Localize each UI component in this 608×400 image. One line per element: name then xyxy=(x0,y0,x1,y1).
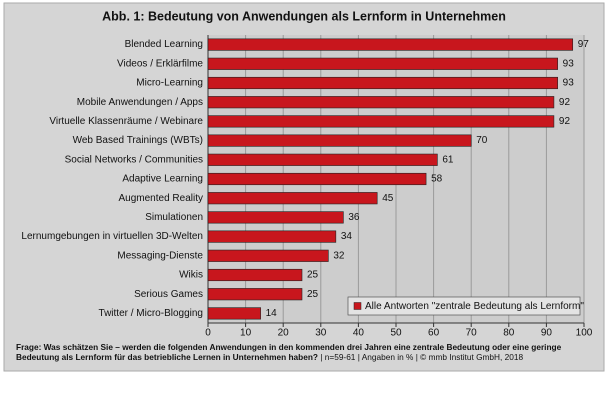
y-tick-label: Messaging-Dienste xyxy=(117,250,203,261)
value-label: 93 xyxy=(563,58,575,69)
y-tick-label: Simulationen xyxy=(145,212,203,223)
value-label: 14 xyxy=(266,308,278,319)
value-label: 92 xyxy=(559,116,571,127)
value-label: 45 xyxy=(382,193,394,204)
value-label: 25 xyxy=(307,270,319,281)
bar xyxy=(207,115,555,128)
value-label: 36 xyxy=(348,212,360,223)
value-label: 58 xyxy=(431,174,443,185)
y-tick-label: Wikis xyxy=(179,270,203,281)
value-label: 32 xyxy=(333,250,345,261)
value-label: 97 xyxy=(578,39,590,50)
value-label: 93 xyxy=(563,78,575,89)
y-tick-label: Twitter / Micro-Blogging xyxy=(99,308,203,319)
bar xyxy=(207,38,574,51)
value-label: 70 xyxy=(476,135,488,146)
value-label: 34 xyxy=(341,231,353,242)
x-tick-label: 30 xyxy=(315,328,327,339)
value-label: 92 xyxy=(559,97,571,108)
bar xyxy=(207,268,303,282)
bar xyxy=(207,96,555,109)
bar xyxy=(207,153,438,166)
chart-title: Abb. 1: Bedeutung von Anwendungen als Le… xyxy=(102,9,506,23)
y-tick-label: Mobile Anwendungen / Apps xyxy=(77,97,203,108)
bar xyxy=(207,211,344,224)
legend-swatch xyxy=(353,302,362,310)
bar xyxy=(207,288,303,301)
y-tick-label: Social Networks / Communities xyxy=(65,154,203,165)
x-tick-label: 70 xyxy=(466,328,478,339)
legend-label: Alle Antworten "zentrale Bedeutung als L… xyxy=(365,301,584,312)
y-tick-label: Web Based Trainings (WBTs) xyxy=(73,135,203,146)
bar xyxy=(207,249,329,262)
value-label: 25 xyxy=(307,289,319,300)
bar xyxy=(207,134,472,147)
bar xyxy=(207,307,261,320)
y-tick-label: Augmented Reality xyxy=(119,193,204,204)
footnote-source: | n=59-61 | Angaben in % | © mmb Institu… xyxy=(320,352,524,362)
x-tick-label: 60 xyxy=(428,328,440,339)
y-tick-label: Blended Learning xyxy=(125,39,203,50)
bar xyxy=(207,192,378,205)
bar xyxy=(207,172,427,186)
y-tick-label: Serious Games xyxy=(134,289,203,300)
bar xyxy=(207,57,558,70)
x-tick-label: 90 xyxy=(541,328,553,339)
bar xyxy=(207,230,337,243)
x-tick-label: 100 xyxy=(576,328,593,339)
x-tick-label: 10 xyxy=(240,328,252,339)
bar xyxy=(207,76,558,90)
value-label: 61 xyxy=(442,154,454,165)
x-tick-label: 0 xyxy=(205,328,211,339)
y-tick-label: Lernumgebungen in virtuellen 3D-Welten xyxy=(21,231,203,242)
x-tick-label: 20 xyxy=(278,328,290,339)
x-tick-label: 50 xyxy=(390,328,402,339)
x-tick-label: 80 xyxy=(503,328,515,339)
y-tick-label: Videos / Erklärfilme xyxy=(117,58,203,69)
footnote-question: Frage: Was schätzen Sie – werden die fol… xyxy=(16,342,562,362)
footnote: Frage: Was schätzen Sie – werden die fol… xyxy=(16,342,602,362)
legend-box xyxy=(347,296,581,316)
y-tick-label: Adaptive Learning xyxy=(122,174,203,185)
y-tick-label: Micro-Learning xyxy=(136,78,203,89)
x-tick-label: 40 xyxy=(353,328,365,339)
y-tick-label: Virtuelle Klassenräume / Webinare xyxy=(49,116,203,127)
